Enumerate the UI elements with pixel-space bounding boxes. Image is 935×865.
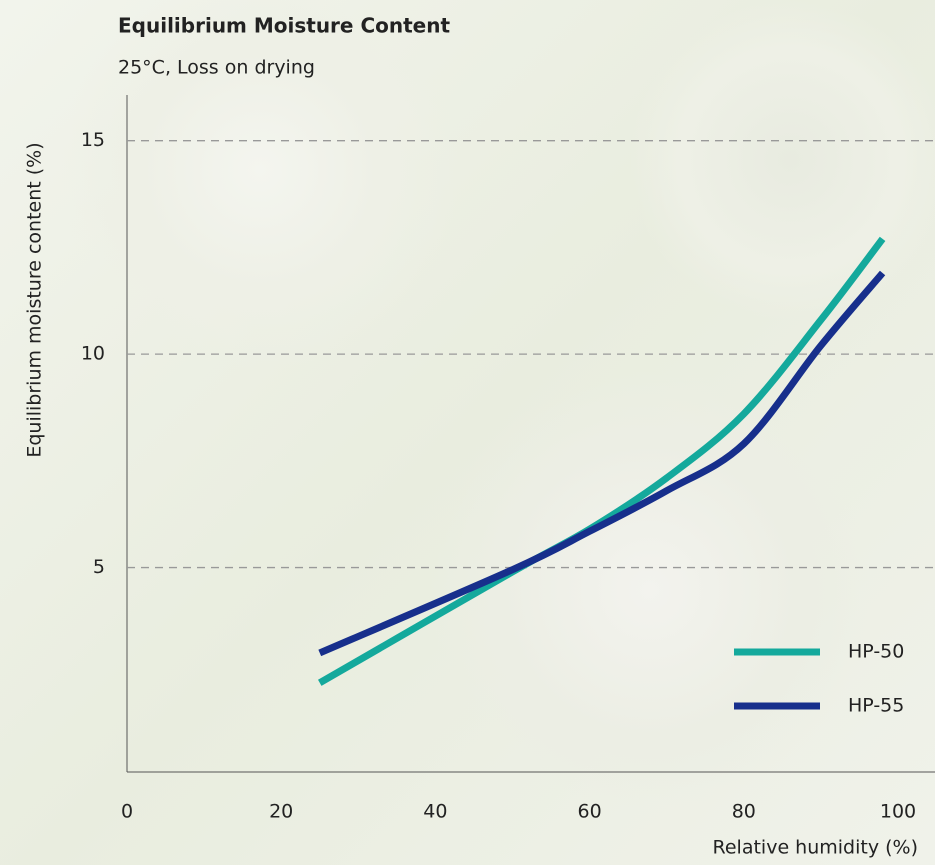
x-tick-label: 60	[578, 801, 602, 823]
x-axis-label: Relative humidity (%)	[713, 837, 918, 859]
chart-subtitle: 25°C, Loss on drying	[118, 57, 315, 79]
chart: Equilibrium Moisture Content 25°C, Loss …	[0, 0, 935, 865]
x-tick-label: 80	[732, 801, 756, 823]
y-tick-label: 5	[93, 556, 105, 578]
y-axis-label: Equilibrium moisture content (%)	[24, 142, 46, 457]
legend-label: HP-55	[848, 695, 904, 717]
series-line	[320, 273, 883, 653]
x-tick-label: 100	[880, 801, 916, 823]
x-tick-label: 40	[423, 801, 447, 823]
legend-label: HP-50	[848, 641, 904, 663]
page: Equilibrium Moisture Content 25°C, Loss …	[0, 0, 935, 865]
y-tick-label: 10	[81, 343, 105, 365]
x-tick-label: 20	[269, 801, 293, 823]
y-tick-label: 15	[81, 129, 105, 151]
chart-title: Equilibrium Moisture Content	[118, 14, 450, 38]
x-tick-label: 0	[121, 801, 133, 823]
